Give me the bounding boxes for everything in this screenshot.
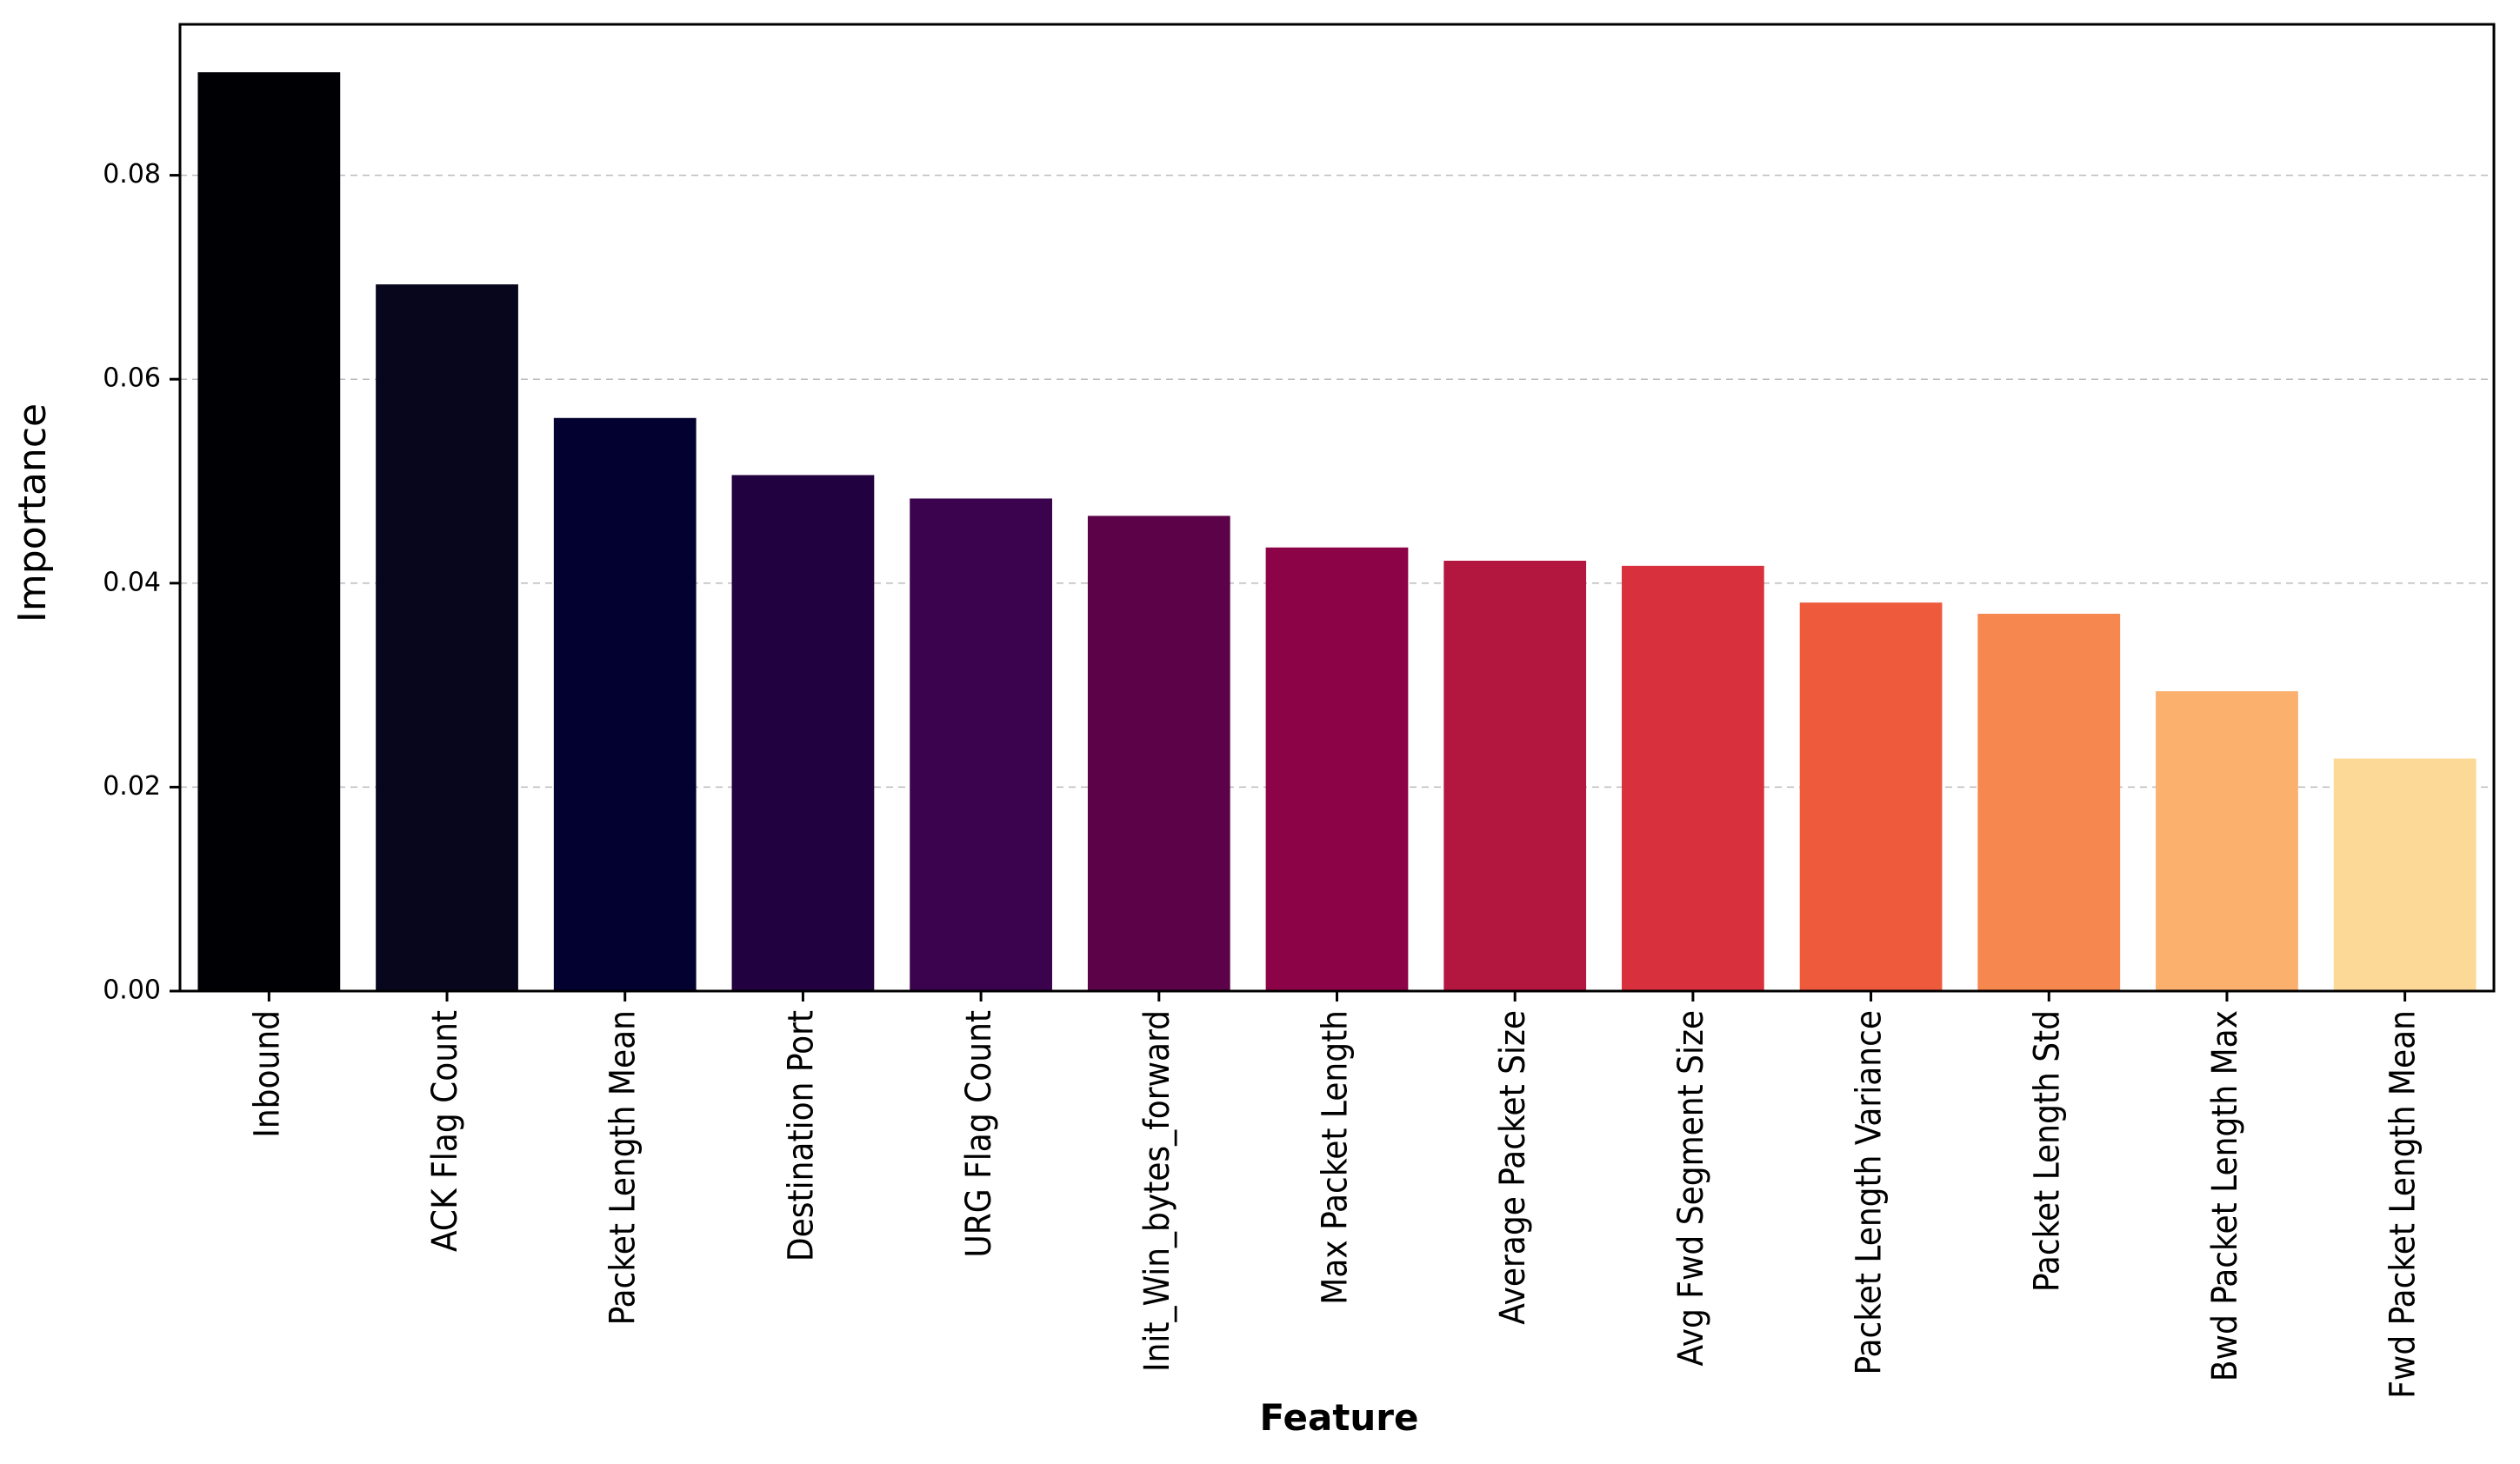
bar	[1799, 602, 1943, 991]
x-tick-label: Fwd Packet Length Mean	[2383, 1010, 2423, 1399]
bar	[2333, 758, 2477, 991]
y-tick-label: 0.00	[103, 975, 161, 1006]
y-axis-label: Importance	[10, 403, 55, 622]
bar	[2156, 691, 2298, 991]
y-tick-label: 0.04	[103, 567, 161, 597]
y-tick-label: 0.06	[103, 363, 161, 394]
x-tick-label: Init_Win_bytes_forward	[1137, 1010, 1177, 1372]
x-tick-label: Average Packet Size	[1493, 1010, 1533, 1325]
bar	[376, 284, 518, 992]
x-tick-label: Packet Length Mean	[603, 1010, 643, 1325]
x-tick-label: Inbound	[247, 1010, 287, 1138]
x-tick-label: Avg Fwd Segment Size	[1671, 1010, 1711, 1367]
x-tick-label: Bwd Packet Length Max	[2205, 1010, 2245, 1381]
x-tick-label: Destination Port	[781, 1010, 821, 1261]
x-tick-label: ACK Flag Count	[425, 1010, 465, 1252]
bar	[731, 475, 875, 991]
x-tick-label: Packet Length Variance	[1850, 1010, 1890, 1374]
bar	[1087, 516, 1230, 991]
bar	[1977, 613, 2121, 991]
bar	[1265, 547, 1409, 991]
y-tick-label: 0.02	[103, 771, 161, 802]
x-axis-label: Feature	[1260, 1396, 1419, 1439]
plot-frame	[178, 23, 2496, 993]
x-tick-label: Packet Length Std	[2027, 1010, 2067, 1292]
x-tick-label: URG Flag Count	[959, 1010, 999, 1258]
y-tick-label: 0.08	[103, 159, 161, 190]
bar	[1622, 565, 1764, 991]
bar	[910, 498, 1052, 991]
bar	[197, 72, 341, 991]
x-tick-label: Max Packet Length	[1316, 1010, 1356, 1305]
bar	[553, 417, 697, 991]
bar	[1443, 560, 1587, 991]
